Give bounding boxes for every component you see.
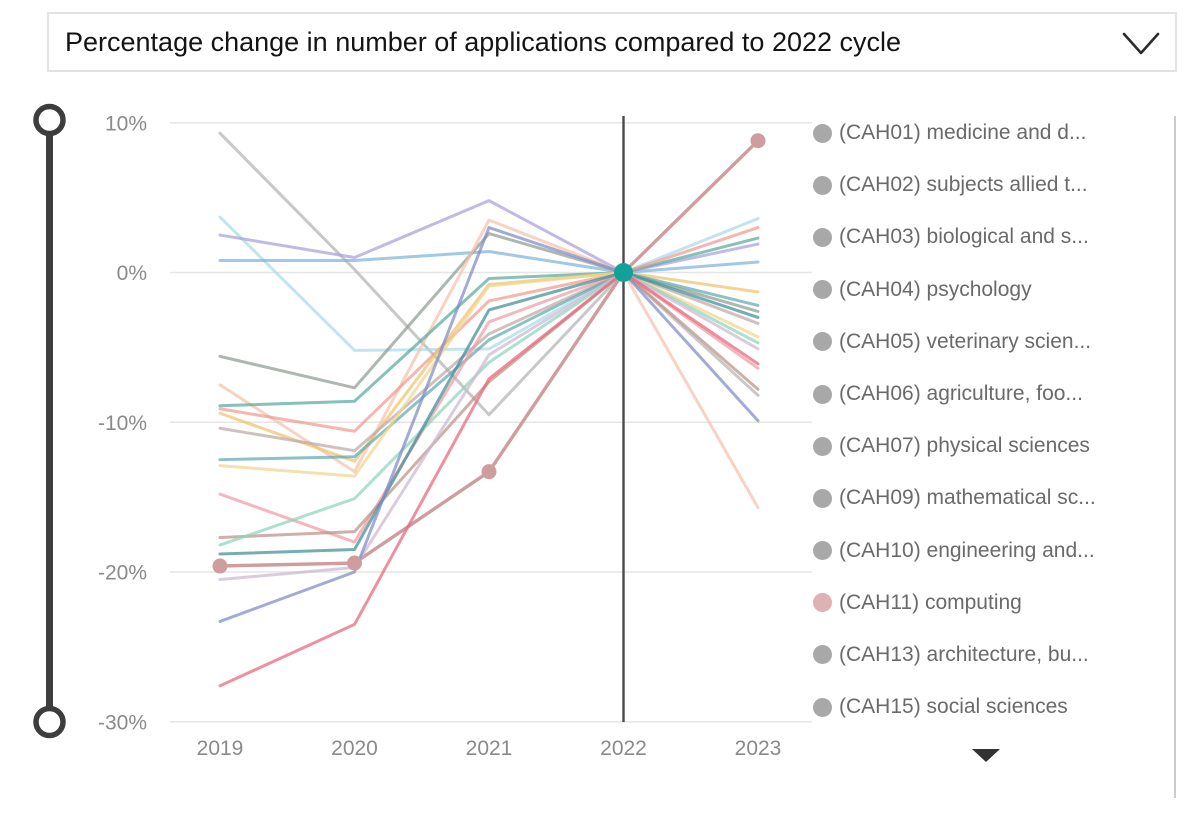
legend-item-cah01[interactable]: (CAH01) medicine and d... bbox=[813, 107, 1165, 159]
highlight-data-point[interactable] bbox=[481, 464, 497, 480]
legend-marker-icon bbox=[813, 227, 832, 247]
legend-item-cah06[interactable]: (CAH06) agriculture, foo... bbox=[813, 368, 1165, 420]
x-tick-label: 2020 bbox=[331, 737, 378, 760]
highlight-data-point[interactable] bbox=[347, 555, 362, 571]
y-range-slider-handle-top[interactable] bbox=[33, 103, 66, 137]
legend-item-label: (CAH09) mathematical sc... bbox=[839, 486, 1096, 510]
legend-item-label: (CAH07) physical sciences bbox=[839, 434, 1090, 458]
legend-marker-icon bbox=[813, 593, 832, 613]
chevron-down-icon[interactable] bbox=[1121, 28, 1161, 60]
legend-item-label: (CAH11) computing bbox=[839, 590, 1022, 614]
series-line-line-03[interactable] bbox=[218, 199, 760, 274]
series-line-line-15[interactable] bbox=[218, 271, 760, 547]
legend-item-label: (CAH02) subjects allied t... bbox=[839, 173, 1088, 197]
legend-marker-icon bbox=[813, 384, 832, 404]
legend-marker-icon bbox=[813, 645, 832, 665]
y-tick-label: -10% bbox=[98, 412, 147, 435]
y-tick-label: 10% bbox=[105, 112, 147, 135]
series-line-line-10[interactable] bbox=[218, 271, 760, 453]
chart-title-dropdown[interactable]: Percentage change in number of applicati… bbox=[47, 12, 1177, 72]
convergence-point-2022[interactable] bbox=[614, 263, 633, 282]
series-line-line-05[interactable] bbox=[218, 232, 760, 390]
chart-title: Percentage change in number of applicati… bbox=[65, 26, 902, 57]
y-tick-label: -20% bbox=[98, 562, 147, 585]
y-tick-label: -30% bbox=[98, 711, 147, 734]
series-line-line-19[interactable] bbox=[218, 226, 760, 623]
legend-marker-icon bbox=[813, 488, 832, 508]
legend-item-label: (CAH05) veterinary scien... bbox=[839, 329, 1092, 353]
series-line-line-20[interactable] bbox=[218, 271, 760, 688]
series-line-line-18[interactable] bbox=[218, 271, 760, 581]
legend-scrollbar[interactable] bbox=[1174, 116, 1176, 798]
legend-item-cah03[interactable]: (CAH03) biological and s... bbox=[813, 211, 1165, 263]
legend-item-label: (CAH06) agriculture, foo... bbox=[839, 382, 1083, 406]
legend-item-cah04[interactable]: (CAH04) psychology bbox=[813, 264, 1165, 316]
legend-scroll-down-button[interactable] bbox=[972, 749, 1000, 762]
series-line-line-12[interactable] bbox=[218, 271, 760, 478]
legend-marker-icon bbox=[813, 697, 832, 717]
legend-item-cah05[interactable]: (CAH05) veterinary scien... bbox=[813, 316, 1165, 368]
legend-item-label: (CAH13) architecture, bu... bbox=[839, 642, 1089, 666]
x-tick-label: 2021 bbox=[466, 737, 513, 760]
legend-item-label: (CAH03) biological and s... bbox=[839, 225, 1089, 249]
series-line-line-02[interactable] bbox=[218, 215, 760, 352]
legend-marker-icon bbox=[813, 436, 832, 456]
legend-item-label: (CAH01) medicine and d... bbox=[839, 121, 1087, 145]
highlight-data-point[interactable] bbox=[750, 133, 766, 149]
legend-item-cah02[interactable]: (CAH02) subjects allied t... bbox=[813, 159, 1165, 211]
legend-item-label: (CAH10) engineering and... bbox=[839, 538, 1095, 562]
y-tick-label: 0% bbox=[117, 262, 147, 285]
legend: (CAH01) medicine and d... (CAH02) subject… bbox=[813, 107, 1165, 733]
legend-item-label: (CAH04) psychology bbox=[839, 277, 1032, 301]
legend-item-cah07[interactable]: (CAH07) physical sciences bbox=[813, 420, 1165, 472]
series-line-line-08[interactable] bbox=[218, 226, 760, 433]
legend-item-cah11[interactable]: (CAH11) computing bbox=[813, 577, 1165, 629]
series-line-line-01[interactable] bbox=[218, 131, 760, 417]
legend-marker-icon bbox=[813, 123, 832, 143]
legend-marker-icon bbox=[813, 332, 832, 352]
series-line-line-07[interactable] bbox=[218, 236, 760, 408]
series-line-line-16[interactable] bbox=[218, 271, 760, 556]
legend-item-cah13[interactable]: (CAH13) architecture, bu... bbox=[813, 629, 1165, 681]
legend-marker-icon bbox=[813, 541, 832, 561]
legend-item-cah15[interactable]: (CAH15) social sciences bbox=[813, 681, 1165, 733]
series-line-line-04[interactable] bbox=[218, 250, 760, 274]
x-tick-label: 2022 bbox=[600, 737, 647, 760]
legend-marker-icon bbox=[813, 280, 832, 300]
legend-item-label: (CAH15) social sciences bbox=[839, 695, 1068, 719]
series-line-line-11[interactable] bbox=[218, 271, 760, 462]
x-tick-label: 2019 bbox=[197, 737, 244, 760]
legend-item-cah10[interactable]: (CAH10) engineering and... bbox=[813, 525, 1165, 577]
x-tick-label: 2023 bbox=[735, 737, 782, 760]
legend-marker-icon bbox=[813, 175, 832, 195]
legend-item-cah09[interactable]: (CAH09) mathematical sc... bbox=[813, 472, 1165, 524]
highlight-data-point[interactable] bbox=[212, 558, 228, 574]
y-range-slider-handle-bottom[interactable] bbox=[33, 705, 66, 739]
